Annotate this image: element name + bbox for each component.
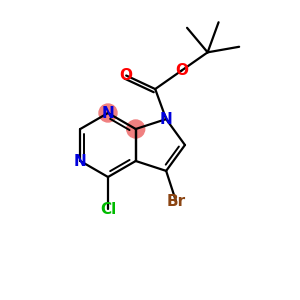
Text: N: N [74, 154, 87, 169]
Text: Br: Br [167, 194, 186, 209]
Text: N: N [102, 106, 114, 121]
Text: Cl: Cl [100, 202, 116, 217]
Text: O: O [175, 63, 188, 78]
Circle shape [99, 104, 117, 122]
Circle shape [127, 120, 145, 138]
Text: N: N [160, 112, 172, 127]
Text: O: O [120, 68, 133, 83]
